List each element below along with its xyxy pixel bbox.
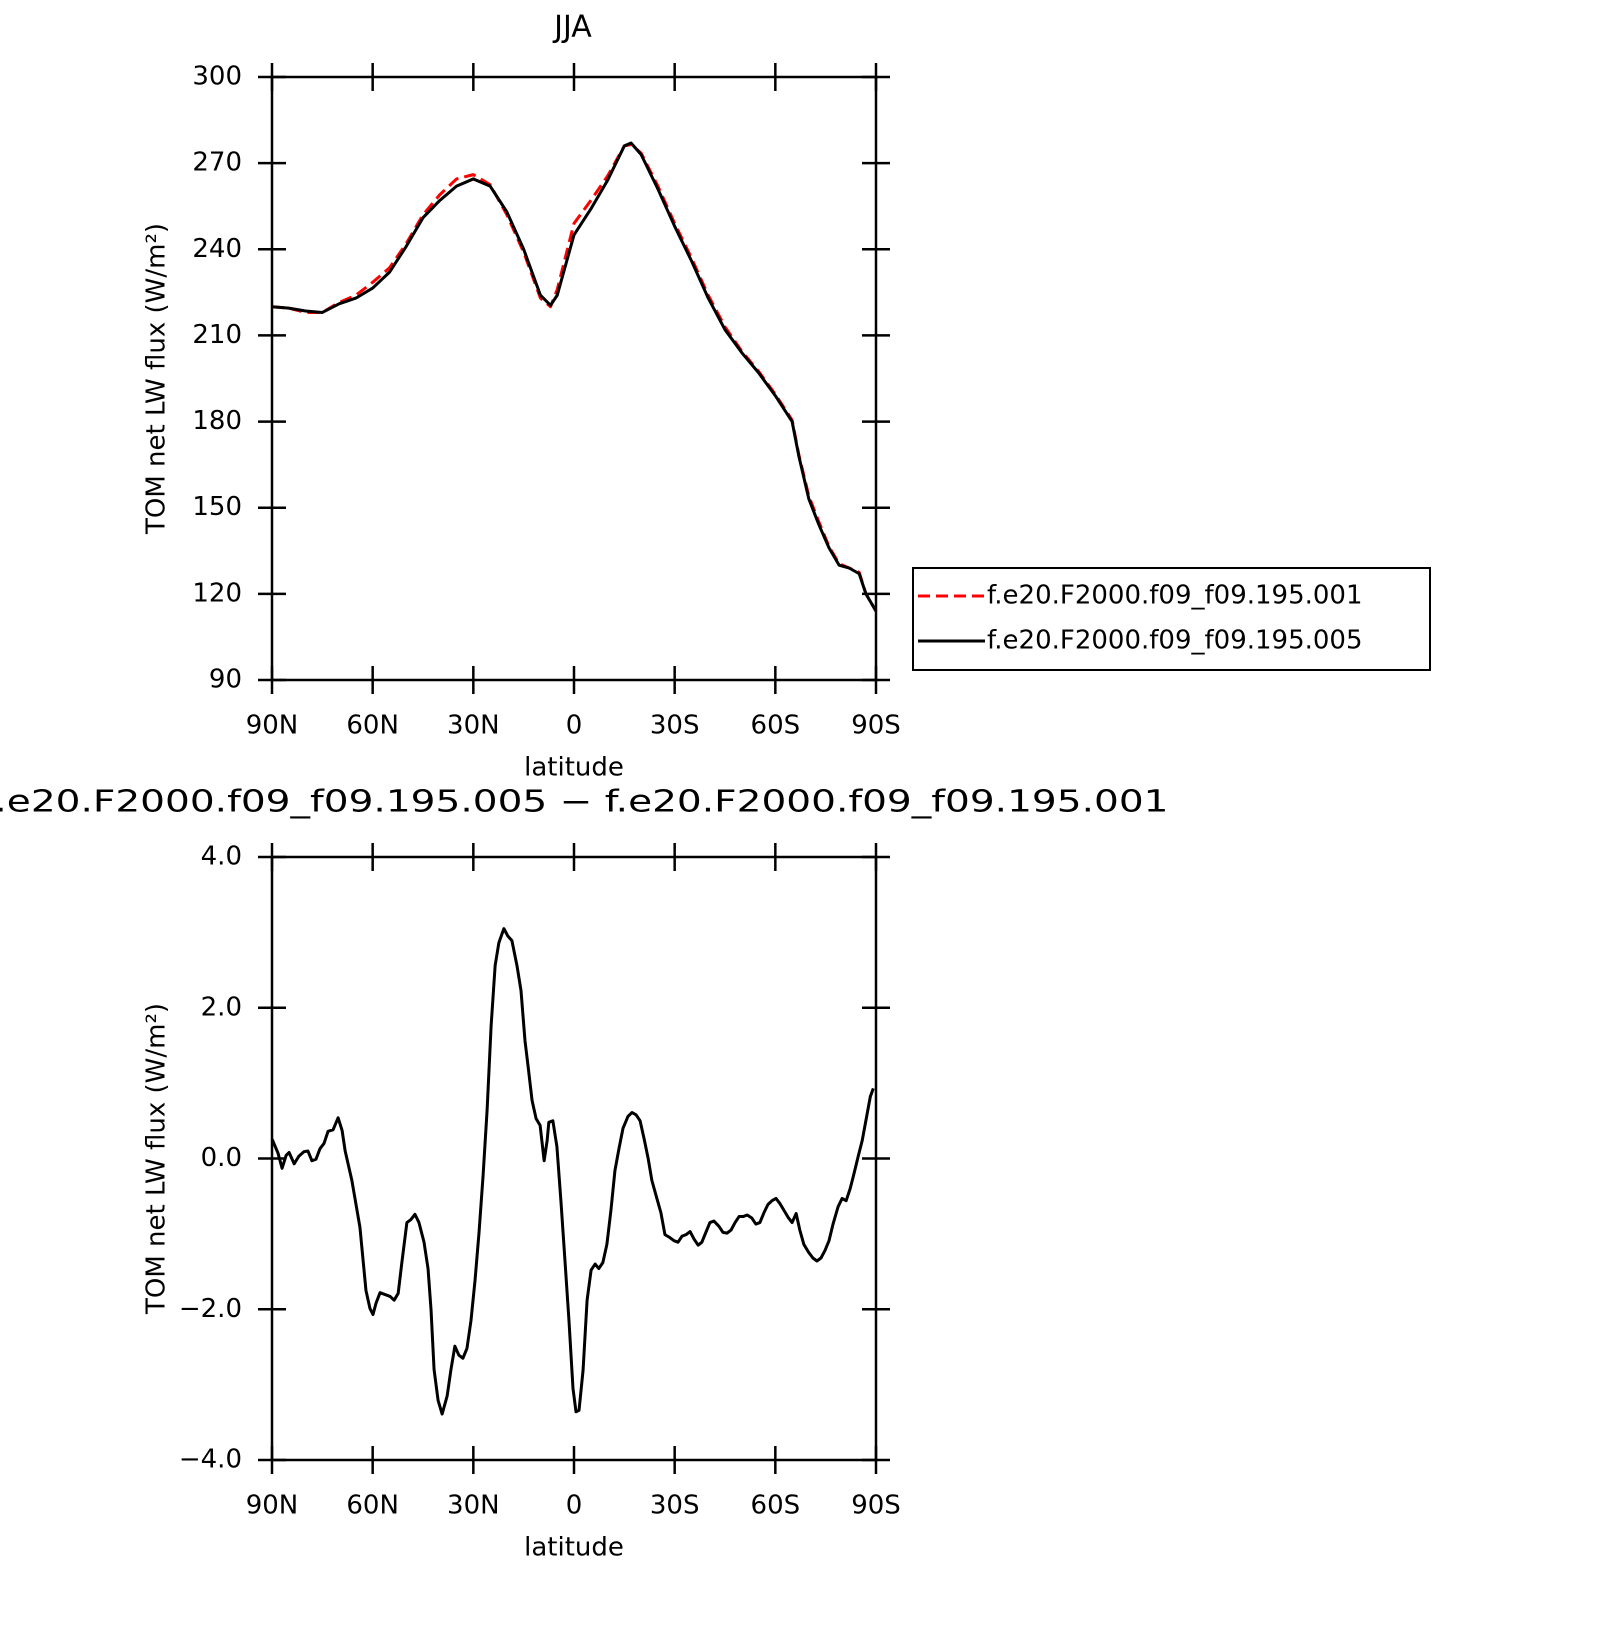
x-tick-label: 0 <box>566 1491 583 1521</box>
x-axis-label: latitude <box>524 1533 624 1563</box>
chart-title: f.e20.F2000.f09_f09.195.005 − f.e20.F200… <box>0 785 1169 820</box>
x-tick-label: 60S <box>751 711 801 741</box>
x-tick-label: 60S <box>751 1491 801 1521</box>
plot-frame <box>270 75 878 682</box>
plot-frame <box>270 855 878 1462</box>
y-tick-label: 300 <box>192 62 242 92</box>
x-tick-label: 30S <box>650 711 700 741</box>
x-tick-label: 90N <box>246 1491 299 1521</box>
y-tick-label: 4.0 <box>201 842 242 872</box>
legend-label: f.e20.F2000.f09_f09.195.001 <box>987 581 1363 611</box>
y-tick-label: 270 <box>192 148 242 178</box>
data-line <box>271 141 878 612</box>
y-tick-label: −2.0 <box>179 1294 242 1324</box>
x-tick-label: 90N <box>246 711 299 741</box>
y-tick-label: 0.0 <box>201 1143 242 1173</box>
y-tick-label: 180 <box>192 406 242 436</box>
y-tick-label: 210 <box>192 320 242 350</box>
x-tick-label: 60N <box>346 711 399 741</box>
x-tick-label: 30N <box>447 1491 500 1521</box>
y-axis-label: TOM net LW flux (W/m²) <box>142 1003 172 1315</box>
y-tick-label: 120 <box>192 578 242 608</box>
x-tick-label: 90S <box>851 711 901 741</box>
legend-label: f.e20.F2000.f09_f09.195.005 <box>987 626 1363 656</box>
x-tick-label: 0 <box>566 711 583 741</box>
x-tick-label: 30S <box>650 1491 700 1521</box>
data-line <box>270 927 875 1416</box>
y-tick-label: 150 <box>192 492 242 522</box>
chart-title: JJA <box>552 10 592 45</box>
data-line <box>271 142 878 612</box>
x-tick-label: 60N <box>346 1491 399 1521</box>
y-tick-label: 2.0 <box>201 992 242 1022</box>
x-axis-label: latitude <box>524 753 624 783</box>
y-tick-label: 240 <box>192 234 242 264</box>
y-tick-label: −4.0 <box>179 1445 242 1475</box>
x-tick-label: 90S <box>851 1491 901 1521</box>
y-tick-label: 90 <box>209 665 242 695</box>
x-tick-label: 30N <box>447 711 500 741</box>
legend-box <box>912 567 1431 671</box>
y-axis-label: TOM net LW flux (W/m²) <box>142 223 172 535</box>
